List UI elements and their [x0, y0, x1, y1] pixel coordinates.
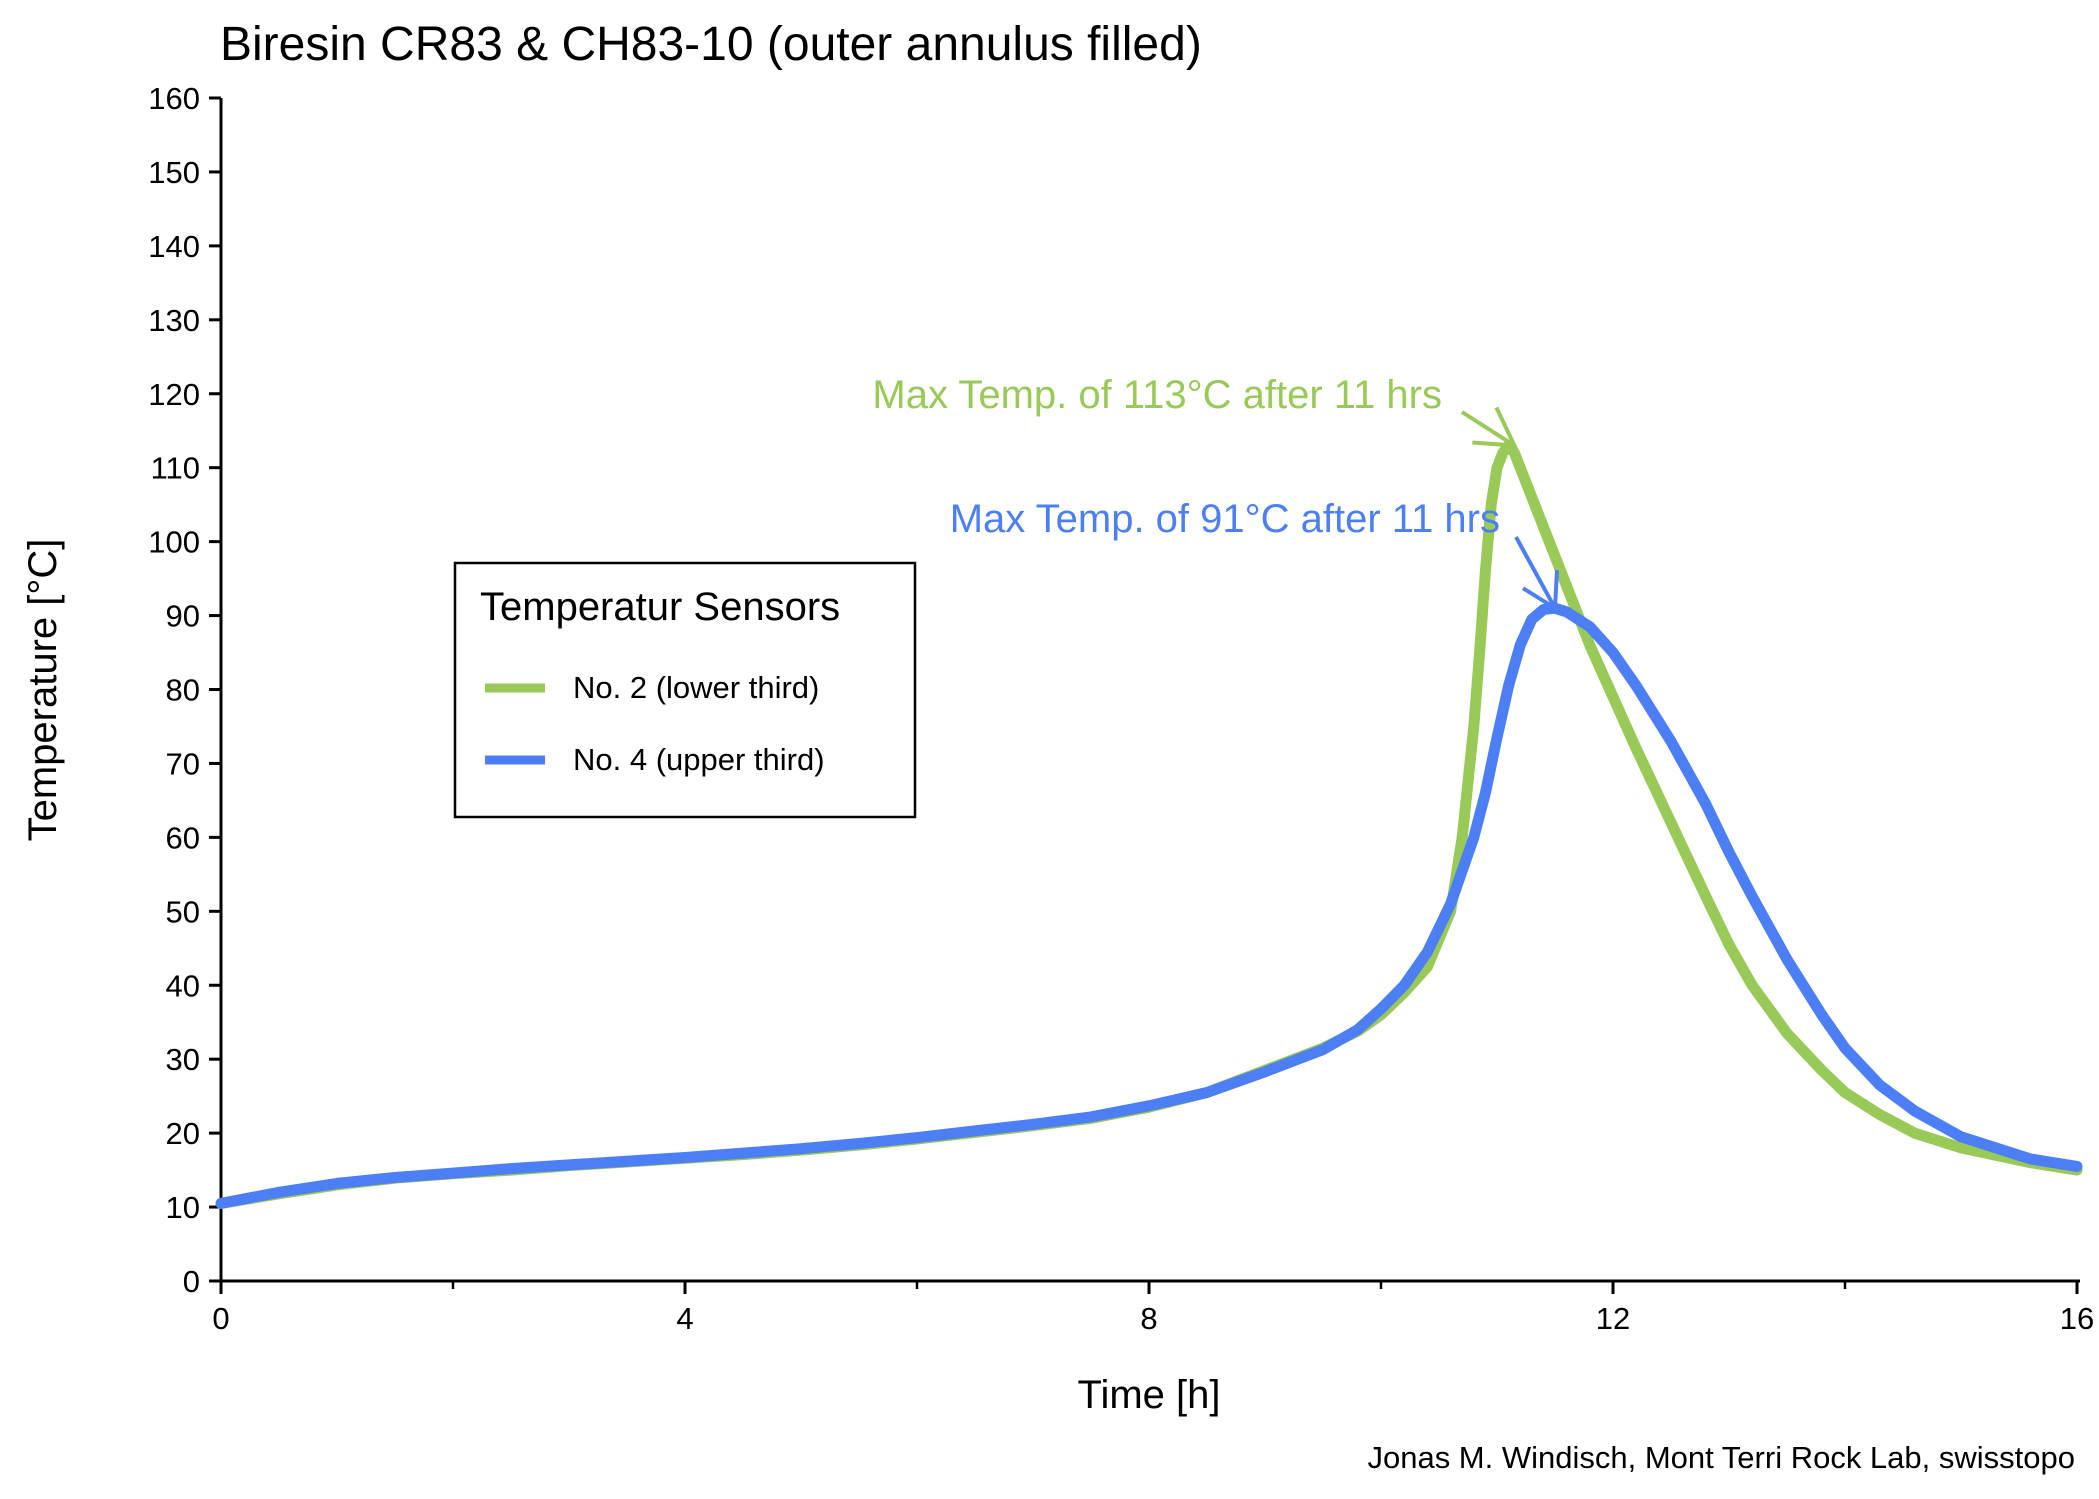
y-tick-label: 160 [148, 81, 200, 116]
x-tick-label: 8 [1140, 1301, 1157, 1336]
legend-title: Temperatur Sensors [480, 585, 840, 629]
x-tick-label: 0 [212, 1301, 229, 1336]
annotation-max-series-1: Max Temp. of 113°C after 11 hrs [872, 373, 1442, 417]
y-tick-label: 70 [166, 746, 200, 781]
annotation-arrowhead-series-2 [1521, 570, 1559, 612]
x-axis-ticks: 0 4 8 12 16 [212, 1281, 2094, 1336]
legend-label-series-1: No. 2 (lower third) [573, 670, 819, 705]
y-tick-label: 40 [166, 968, 200, 1003]
y-tick-label: 50 [166, 894, 200, 929]
legend: Temperatur Sensors No. 2 (lower third) N… [453, 561, 917, 819]
legend-label-series-2: No. 4 (upper third) [573, 742, 825, 777]
y-tick-label: 20 [166, 1116, 200, 1151]
y-tick-label: 0 [183, 1264, 200, 1299]
y-tick-label: 60 [166, 820, 200, 855]
y-tick-label: 10 [166, 1190, 200, 1225]
y-tick-label: 120 [148, 377, 200, 412]
annotation-arrow-series-1 [1460, 410, 1516, 448]
y-tick-label: 30 [166, 1042, 200, 1077]
y-axis-label: Temperature [°C] [21, 539, 65, 842]
series-layer [215, 440, 2083, 1209]
annotation-max-series-2: Max Temp. of 91°C after 11 hrs [950, 497, 1500, 541]
y-tick-label: 150 [148, 155, 200, 190]
annotation-layer: Max Temp. of 113°C after 11 hrs Max Temp.… [872, 373, 1559, 612]
y-tick-label: 80 [166, 673, 200, 708]
y-tick-label: 90 [166, 599, 200, 634]
series-line-1 [215, 440, 2083, 1209]
y-tick-label: 140 [148, 229, 200, 264]
y-tick-label: 100 [148, 525, 200, 560]
x-axis-label: Time [h] [1078, 1373, 1221, 1417]
y-axis-ticks: 0 10 20 30 40 50 60 70 80 90 100 110 120 130 140 150 160 [148, 81, 221, 1299]
chart-title: Biresin CR83 & CH83-10 (outer annulus fi… [220, 18, 1202, 71]
x-tick-label: 16 [2060, 1301, 2094, 1336]
series-line-2 [215, 602, 2083, 1209]
annotation-arrowhead-series-1 [1472, 406, 1518, 448]
x-tick-label: 12 [1596, 1301, 1630, 1336]
x-tick-label: 4 [676, 1301, 693, 1336]
y-tick-label: 130 [148, 303, 200, 338]
annotation-arrow-series-2 [1514, 536, 1557, 610]
chart-credit: Jonas M. Windisch, Mont Terri Rock Lab, … [1367, 1440, 2075, 1475]
y-tick-label: 110 [151, 451, 200, 486]
